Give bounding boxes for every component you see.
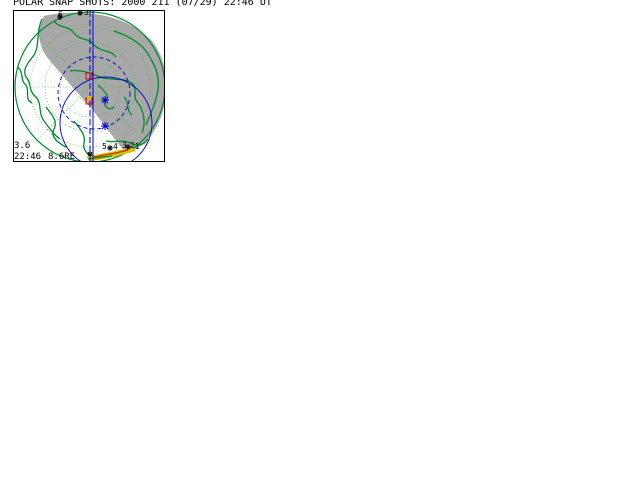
marker-label-3-bottom: 3 bbox=[122, 141, 127, 150]
marker-label-5: 5 bbox=[102, 142, 107, 151]
marker-label-3-top: 3 bbox=[84, 10, 89, 17]
polar-map-svg bbox=[14, 11, 165, 162]
time-label: 22:46 bbox=[14, 152, 41, 162]
marker-label-4: 4 bbox=[113, 142, 118, 151]
page-title: POLAR SNAP SHOTS: 2000 211 (07/29) 22:46… bbox=[13, 0, 272, 9]
marker-label-6: 6 bbox=[58, 10, 63, 19]
distance-label: 8.6RE bbox=[48, 152, 75, 162]
scale-label: 3.6 bbox=[14, 141, 30, 151]
polar-plot-panel: 6 3 5 4 3 2 1 3.6 22:46 8.6RE bbox=[13, 10, 165, 162]
marker-label-1: 1 bbox=[135, 142, 140, 151]
station-fill bbox=[87, 96, 91, 100]
